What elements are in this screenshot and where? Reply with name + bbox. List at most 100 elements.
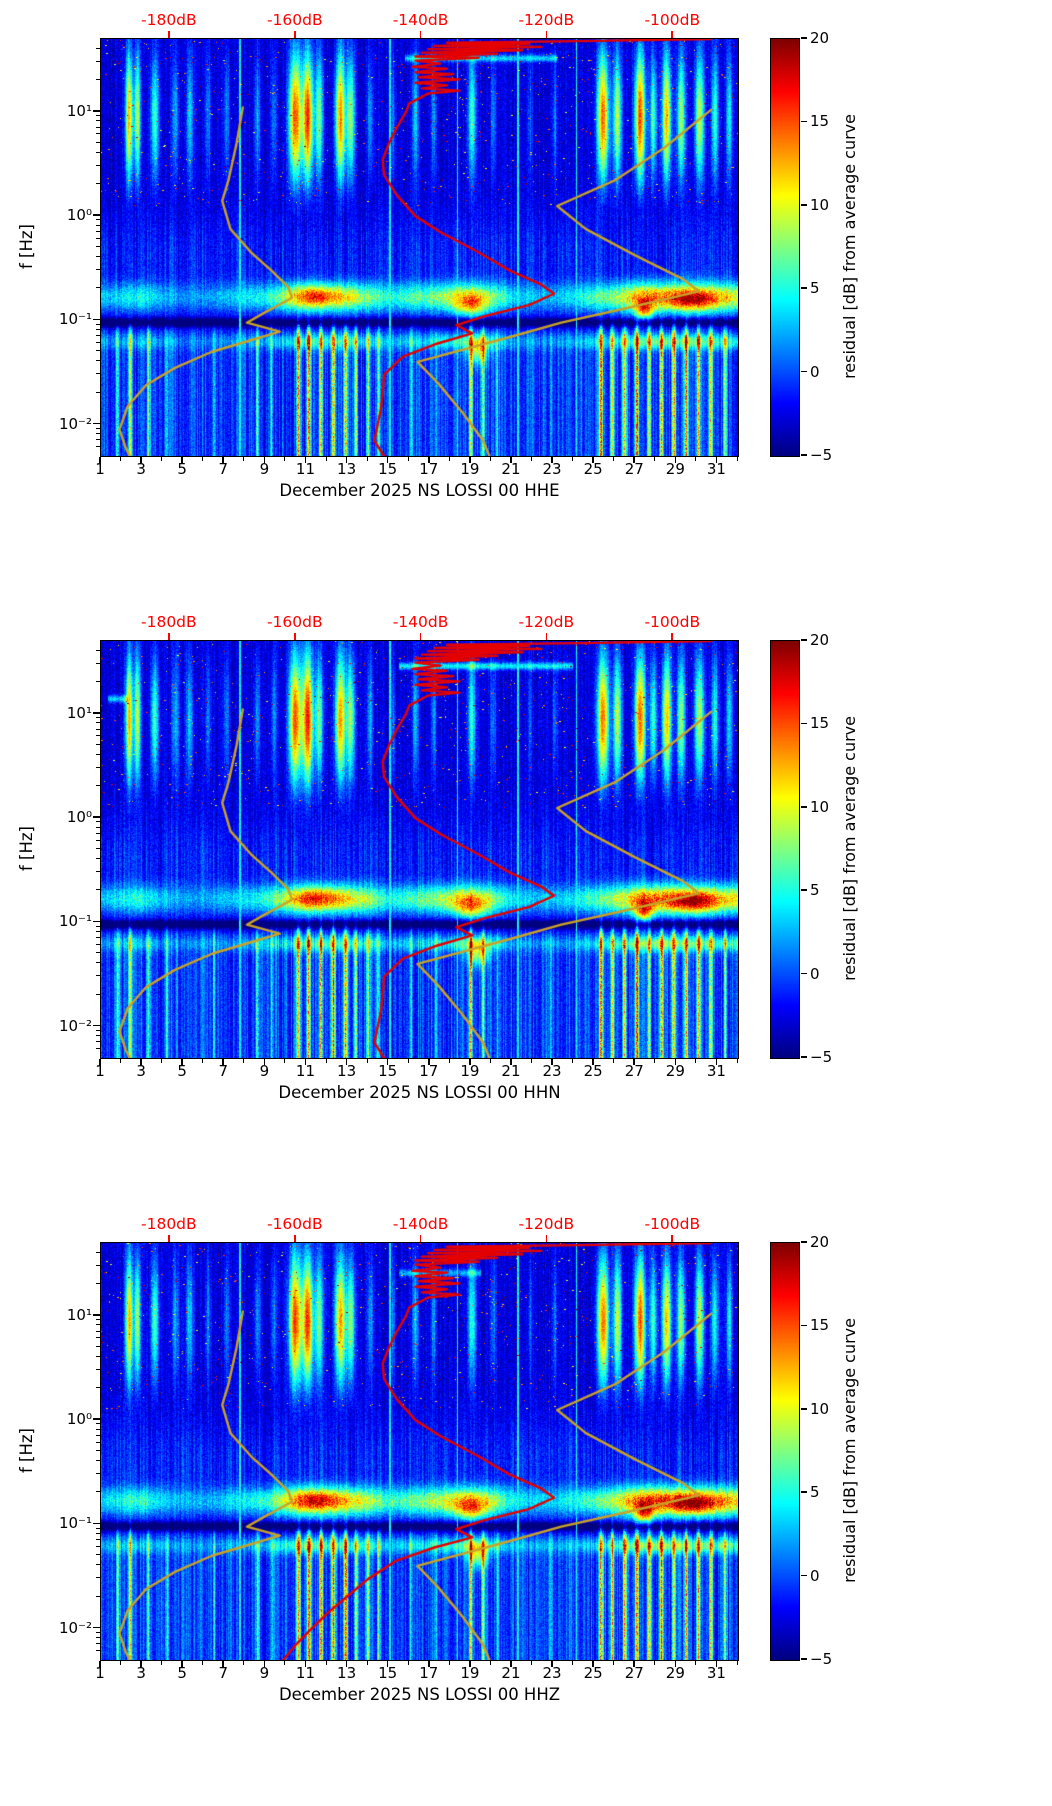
x-minor-tick-mark <box>448 457 450 461</box>
x-tick-label: 15 <box>378 460 398 478</box>
spectrogram-heatmap <box>100 38 739 457</box>
y-tick-mark <box>93 1626 100 1629</box>
colorbar-title-text: residual [dB] from average curve <box>839 716 859 981</box>
top-axis-tick-label: -180dB <box>141 1215 197 1233</box>
colorbar-tick-label: 5 <box>810 1483 820 1502</box>
top-axis-tick-label: -120dB <box>518 613 575 631</box>
y-tick-mark <box>93 422 100 425</box>
y-tick-label: 10⁻² <box>58 1016 92 1035</box>
x-minor-tick-mark <box>284 1059 286 1063</box>
x-tick-mark <box>592 1661 594 1667</box>
y-tick-label: 10⁰ <box>66 206 92 225</box>
x-minor-tick-mark <box>325 457 327 461</box>
top-axis-tick-mark <box>671 633 674 640</box>
x-tick-mark <box>345 1661 348 1667</box>
x-tick-label: 7 <box>218 1664 229 1682</box>
x-minor-tick-mark <box>161 1661 163 1665</box>
y-axis-label-text: f [Hz] <box>16 224 36 269</box>
x-tick-mark <box>386 1661 389 1667</box>
x-minor-tick-mark <box>366 1661 368 1665</box>
x-tick-mark <box>427 1661 430 1667</box>
x-tick-mark <box>469 1059 471 1065</box>
colorbar-title: residual [dB] from average curve <box>836 38 862 455</box>
x-minor-tick-mark <box>613 1059 615 1063</box>
x-tick-mark <box>99 457 101 463</box>
top-axis-tick-mark <box>545 31 548 38</box>
x-tick-mark <box>427 457 430 463</box>
x-tick-label: 3 <box>136 1664 146 1682</box>
x-tick-mark <box>181 1661 183 1667</box>
x-tick-mark <box>263 457 266 463</box>
colorbar-tick-label: 20 <box>810 631 830 649</box>
y-tick-label: 10⁻² <box>58 414 92 433</box>
x-minor-tick-mark <box>695 1059 697 1063</box>
colorbar-title: residual [dB] from average curve <box>836 640 862 1057</box>
x-minor-tick-mark <box>243 1661 245 1665</box>
x-tick-label: 21 <box>501 1062 521 1080</box>
x-tick-label: 25 <box>583 1062 603 1080</box>
colorbar-title-text: residual [dB] from average curve <box>839 114 859 379</box>
x-minor-tick-mark <box>448 1661 450 1665</box>
x-minor-tick-mark <box>736 1059 738 1063</box>
x-tick-mark <box>345 457 348 463</box>
x-tick-label: 19 <box>460 460 480 478</box>
x-minor-tick-mark <box>654 1661 656 1665</box>
top-axis-tick-mark <box>168 31 170 38</box>
spectrogram-heatmap <box>100 1242 739 1661</box>
colorbar-tick-label: 0 <box>810 964 820 983</box>
x-tick-label: 23 <box>542 1062 562 1080</box>
x-tick-mark <box>345 1059 348 1065</box>
x-minor-tick-mark <box>736 457 738 461</box>
x-tick-label: 1 <box>95 1664 105 1682</box>
x-tick-mark <box>633 1059 636 1065</box>
colorbar-tick-label: 15 <box>810 714 830 733</box>
x-tick-mark <box>510 457 512 463</box>
x-minor-tick-mark <box>202 457 204 461</box>
colorbar-title: residual [dB] from average curve <box>836 1242 862 1659</box>
x-tick-mark <box>510 1059 512 1065</box>
x-minor-tick-mark <box>325 1661 327 1665</box>
colorbar-tick-label: 10 <box>810 195 830 214</box>
y-tick-label: 10⁰ <box>66 1410 92 1429</box>
colorbar-tick-mark <box>801 1491 807 1493</box>
x-minor-tick-mark <box>120 1059 122 1063</box>
x-axis-title: December 2025 NS LOSSI 00 HHE <box>279 481 560 500</box>
x-tick-label: 29 <box>665 1664 685 1682</box>
x-tick-mark <box>469 1661 471 1667</box>
x-tick-mark <box>715 457 718 463</box>
x-tick-mark <box>592 1059 594 1065</box>
x-tick-mark <box>674 457 677 463</box>
top-axis-tick-label: -140dB <box>392 1215 449 1233</box>
x-tick-label: 27 <box>624 460 644 478</box>
x-minor-tick-mark <box>161 457 163 461</box>
y-tick-label: 10⁻¹ <box>58 912 92 931</box>
x-tick-label: 5 <box>177 1062 187 1080</box>
x-minor-tick-mark <box>161 1059 163 1063</box>
spectrogram-panel-hhe: f [Hz] 1 3 5 7 9 11 13 15 17 19 21 23 25 27 29 31 10¹ 10⁰… <box>0 0 1052 602</box>
colorbar-tick-mark <box>801 204 807 206</box>
x-tick-mark <box>263 1661 266 1667</box>
x-minor-tick-mark <box>489 457 491 461</box>
top-axis-tick-mark <box>419 1235 422 1242</box>
x-minor-tick-mark <box>654 1059 656 1063</box>
x-tick-label: 11 <box>295 1062 316 1080</box>
top-axis-tick-mark <box>671 1235 674 1242</box>
x-tick-label: 1 <box>95 1062 105 1080</box>
x-minor-tick-mark <box>120 457 122 461</box>
x-minor-tick-mark <box>202 1059 204 1063</box>
spectrogram-heatmap <box>100 640 739 1059</box>
colorbar-tick-label: 0 <box>810 362 820 381</box>
x-tick-mark <box>222 1661 225 1667</box>
x-tick-label: 27 <box>624 1062 644 1080</box>
x-minor-tick-mark <box>572 1059 574 1063</box>
x-tick-mark <box>715 1059 718 1065</box>
colorbar-tick-mark <box>801 889 807 891</box>
x-minor-tick-mark <box>489 1661 491 1665</box>
y-tick-mark <box>93 214 100 216</box>
colorbar-tick-mark <box>801 454 807 456</box>
x-tick-mark <box>551 457 553 463</box>
colorbar-tick-mark <box>801 806 807 808</box>
x-axis-title: December 2025 NS LOSSI 00 HHZ <box>278 1685 561 1704</box>
colorbar <box>770 640 800 1059</box>
x-tick-label: 3 <box>136 460 146 478</box>
